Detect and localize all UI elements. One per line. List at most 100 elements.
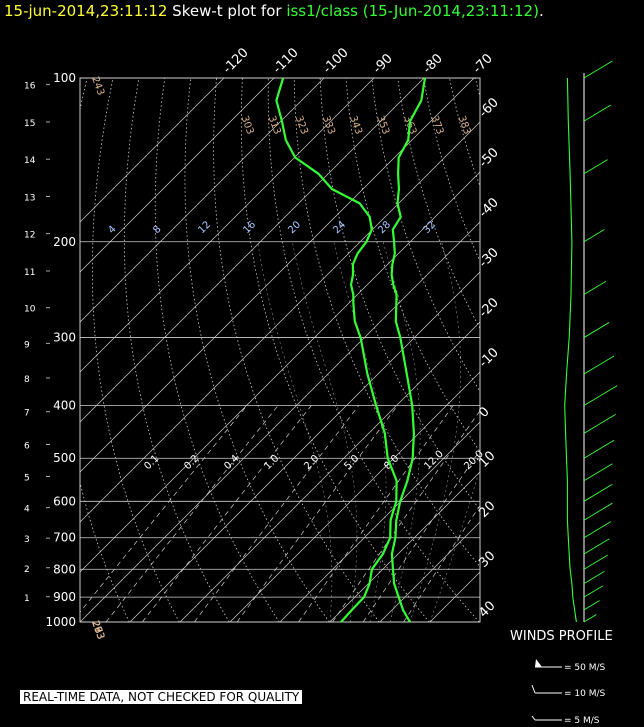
isotherm--10 xyxy=(229,371,480,622)
pressure-label-700: 700 xyxy=(53,531,76,545)
height-label-4: 4 xyxy=(24,505,30,515)
dry-adiabat-253 xyxy=(92,78,180,622)
wind-barb-650 xyxy=(583,502,613,521)
disclaimer-banner: REAL-TIME DATA, NOT CHECKED FOR QUALITY xyxy=(20,690,303,704)
series-line-dew-point xyxy=(275,77,398,623)
wind-barb-550 xyxy=(583,463,613,482)
mixing-lower-label-2.0: 2.0 xyxy=(302,453,321,472)
wind-barb-900 xyxy=(583,585,604,598)
pressure-label-200: 200 xyxy=(53,235,76,249)
wind-barb-350 xyxy=(583,355,615,375)
mixing-upper-label-32: 32 xyxy=(421,219,438,236)
wind-legend-flag xyxy=(535,659,542,667)
pressure-label-100: 100 xyxy=(53,71,76,85)
wind-barb-100 xyxy=(583,60,613,79)
theta-label-323: 323 xyxy=(293,114,310,136)
mixing-line-5 xyxy=(298,405,454,622)
mixing-line-2 xyxy=(236,405,398,622)
isotherm-10 xyxy=(329,471,480,622)
wind-barb-450 xyxy=(583,414,616,434)
wind-legend-text-0: = 50 M/S xyxy=(564,663,606,673)
mixing-lower-label-0.4: 0.4 xyxy=(222,453,241,472)
height-label-7: 7 xyxy=(24,409,30,419)
isotherm--30 xyxy=(129,271,480,622)
wind-barb-300 xyxy=(583,322,610,338)
title-end: . xyxy=(538,2,544,20)
isotherm-label--90: -90 xyxy=(370,51,396,77)
pressure-label-300: 300 xyxy=(53,331,76,345)
clipped-grid xyxy=(80,78,644,622)
title-time: 15-jun-2014,23:11:12 xyxy=(4,2,168,20)
dry-adiabat-273 xyxy=(154,78,280,622)
mixing-line-0.1 xyxy=(80,405,248,613)
wind-barb-250 xyxy=(583,280,607,295)
mixing-lower-label-12.0: 12.0 xyxy=(422,449,446,473)
dry-adiabat-393 xyxy=(474,78,480,99)
isotherm-label-0: 0 xyxy=(476,404,492,420)
isotherm-label--120: -120 xyxy=(220,45,251,76)
isotherm--90 xyxy=(80,78,375,373)
dry-adiabat-323 xyxy=(293,78,480,568)
page-title: 15-jun-2014,23:11:12 Skew-t plot for iss… xyxy=(4,2,544,20)
height-label-12: 12 xyxy=(24,231,35,241)
height-label-9: 9 xyxy=(24,340,30,350)
isotherm-label--70: -70 xyxy=(470,51,496,77)
dry-adiabat-293 xyxy=(213,78,380,622)
wind-legend-barb-2 xyxy=(531,715,536,721)
series-line-temperature xyxy=(390,77,427,623)
wind-barb-1000 xyxy=(583,614,597,623)
isotherm--120 xyxy=(80,78,225,223)
isotherm--40 xyxy=(80,221,480,622)
isotherm-40 xyxy=(479,621,480,622)
mixing-upper-label-20: 20 xyxy=(286,219,303,236)
theta-label-303: 303 xyxy=(239,114,256,136)
mixing-lower-label-5.0: 5.0 xyxy=(342,453,361,472)
plot-frame xyxy=(79,77,481,623)
wind-speed-trace xyxy=(564,77,577,623)
wind-barb-200 xyxy=(583,229,605,243)
pressure-label-800: 800 xyxy=(53,562,76,576)
wind-legend-text-1: = 10 M/S xyxy=(564,689,606,699)
mixing-upper-label-12: 12 xyxy=(196,219,213,236)
mixing-lower-label-1.0: 1.0 xyxy=(262,453,281,472)
dry-adiabat-283 xyxy=(184,78,330,622)
dry-adiabat-313 xyxy=(267,78,480,622)
wind-layer: WINDS PROFILE = 50 M/S = 10 M/S = 5 M/S xyxy=(510,60,618,726)
height-label-14: 14 xyxy=(24,156,36,166)
wind-barb-800 xyxy=(583,554,608,570)
isotherm--20 xyxy=(179,321,480,622)
wind-barb-120 xyxy=(583,104,612,122)
height-label-15: 15 xyxy=(24,119,35,129)
height-label-3: 3 xyxy=(24,535,30,545)
wind-barb-500 xyxy=(583,439,615,459)
pressure-label-600: 600 xyxy=(53,494,76,508)
title-station: iss1/class (15-Jun-2014,23:11:12) xyxy=(286,2,539,20)
height-label-5: 5 xyxy=(24,474,30,484)
wind-barb-400 xyxy=(583,385,618,406)
pressure-label-1000: 1000 xyxy=(45,615,76,629)
moist-adiabat-10 xyxy=(257,241,333,622)
moist-adiabat-30 xyxy=(429,466,480,622)
title-mid: Skew-t plot for xyxy=(167,2,287,20)
dry-adiabat-413 xyxy=(527,78,644,622)
wind-legend-text-2: = 5 M/S xyxy=(564,716,600,726)
isotherm-0 xyxy=(279,421,480,622)
height-label-6: 6 xyxy=(24,442,30,452)
mixing-upper-label-28: 28 xyxy=(376,219,393,236)
pressure-label-400: 400 xyxy=(53,399,76,413)
pressure-label-500: 500 xyxy=(53,451,76,465)
isotherm-label--100: -100 xyxy=(320,45,351,76)
wind-barb-150 xyxy=(583,159,608,175)
wind-barb-600 xyxy=(583,483,613,502)
theta-label-343: 343 xyxy=(347,114,364,136)
theta-side-label-243: 243 xyxy=(89,75,106,97)
dry-adiabat-373 xyxy=(423,78,480,262)
height-label-11: 11 xyxy=(24,268,35,278)
isotherm-20 xyxy=(379,521,480,622)
wind-legend-barb-1 xyxy=(531,684,536,694)
mixing-line-0.2 xyxy=(105,405,279,622)
isotherm--110 xyxy=(80,78,275,273)
mixing-upper-label-4: 4 xyxy=(106,224,118,236)
isotherm--50 xyxy=(80,171,480,573)
mixing-lower-label-0.2: 0.2 xyxy=(182,453,201,472)
